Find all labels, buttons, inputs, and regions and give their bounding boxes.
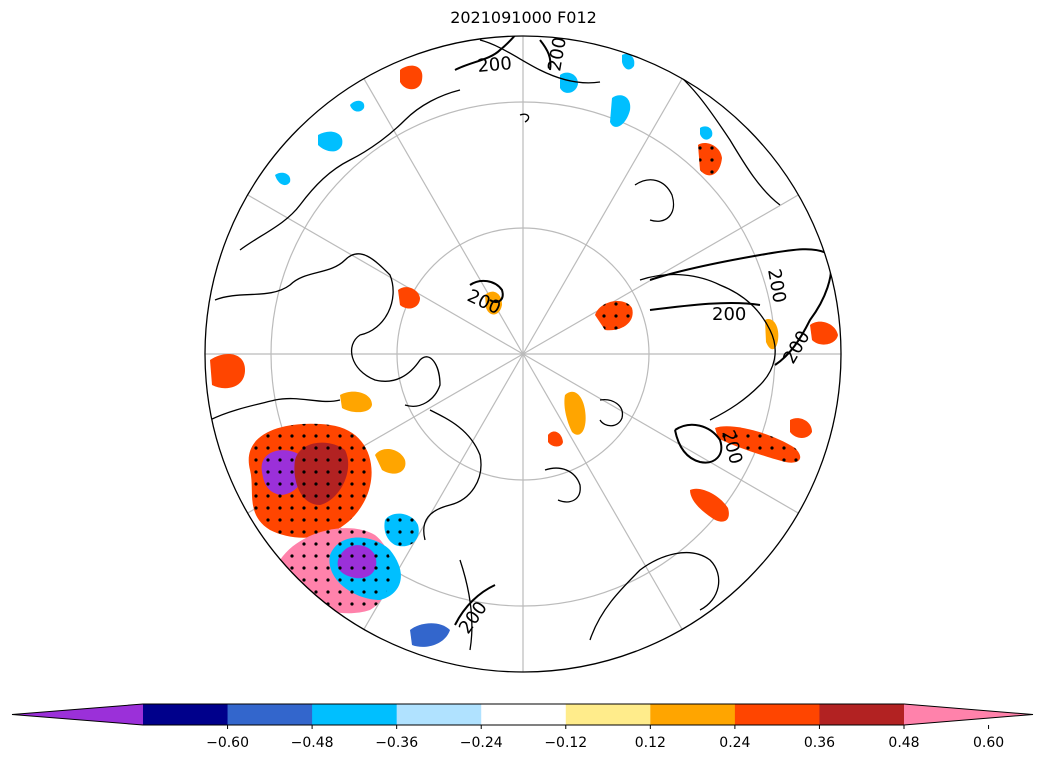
colorbar-segment <box>481 704 567 725</box>
colorbar-segment <box>312 704 398 725</box>
map-boundary <box>204 35 842 673</box>
significance-stippling <box>248 142 801 614</box>
colorbar-segment <box>819 704 905 725</box>
colorbar-tick-label: −0.24 <box>459 735 503 751</box>
colorbar-tick-label: 0.60 <box>972 735 1005 751</box>
colorbar-tick-label: −0.48 <box>290 735 334 751</box>
colorbar-tick-label: 0.12 <box>634 735 666 751</box>
colorbar-segment <box>734 704 820 725</box>
colorbar-tick-label: −0.36 <box>375 735 419 751</box>
graticule <box>205 36 841 672</box>
colorbar <box>11 703 1034 729</box>
colorbar-tick-label: 0.36 <box>803 735 836 751</box>
colorbar-segment <box>396 704 482 725</box>
contour-label: 200 <box>544 35 571 72</box>
polar-map: 200 200 200 200 200 200 200 200 <box>204 35 842 673</box>
colorbar-tick-label: 0.24 <box>719 735 751 751</box>
colorbar-extend-high <box>904 704 1033 725</box>
colorbar-extend-low <box>12 704 143 725</box>
colorbar-segment <box>650 704 736 725</box>
contour-label: 200 <box>779 327 814 367</box>
colorbar-outline <box>11 703 1034 726</box>
contour-label: 200 <box>712 304 746 325</box>
colorbar-tick-label: −0.60 <box>206 735 249 751</box>
colorbar-segment <box>565 704 651 725</box>
contour-label: 200 <box>464 285 504 319</box>
map-title: 2021091000 F012 <box>450 8 597 27</box>
contour-label: 200 <box>477 53 513 77</box>
colorbar-tick-label: −0.12 <box>544 735 588 751</box>
colorbar-segment <box>143 704 229 725</box>
contour-label: 200 <box>763 267 790 304</box>
colorbar-segment <box>227 704 313 725</box>
colorbar-tick-label: 0.48 <box>888 735 920 751</box>
